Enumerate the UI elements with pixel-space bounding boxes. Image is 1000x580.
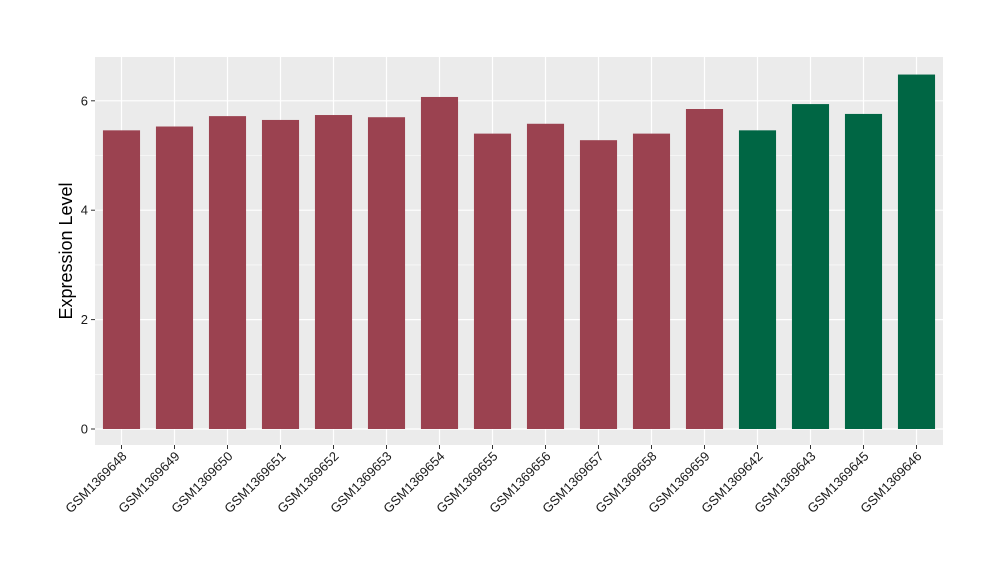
bar-GSM1369642	[739, 130, 776, 429]
y-tick-label: 6	[81, 93, 88, 108]
bar-GSM1369652	[315, 115, 352, 429]
y-axis-ticks: 0 2 4 6	[81, 93, 95, 436]
bar-GSM1369651	[262, 120, 299, 429]
bar-GSM1369655	[474, 134, 511, 429]
bar-GSM1369646	[898, 75, 935, 429]
bar-GSM1369656	[527, 124, 564, 429]
bar-GSM1369659	[686, 109, 723, 429]
bar-GSM1369643	[792, 104, 829, 429]
bar-GSM1369650	[209, 116, 246, 429]
y-tick-label: 0	[81, 422, 88, 437]
x-axis-ticks: GSM1369648GSM1369649GSM1369650GSM1369651…	[62, 445, 924, 516]
y-tick-label: 4	[81, 203, 88, 218]
bar-GSM1369649	[156, 127, 193, 429]
bar-GSM1369657	[580, 140, 617, 429]
y-axis-title: Expression Level	[56, 182, 76, 319]
bar-GSM1369654	[421, 97, 458, 429]
bar-GSM1369658	[633, 134, 670, 429]
bar-GSM1369653	[368, 117, 405, 429]
bar-GSM1369648	[103, 130, 140, 429]
bar-GSM1369645	[845, 114, 882, 429]
y-tick-label: 2	[81, 312, 88, 327]
